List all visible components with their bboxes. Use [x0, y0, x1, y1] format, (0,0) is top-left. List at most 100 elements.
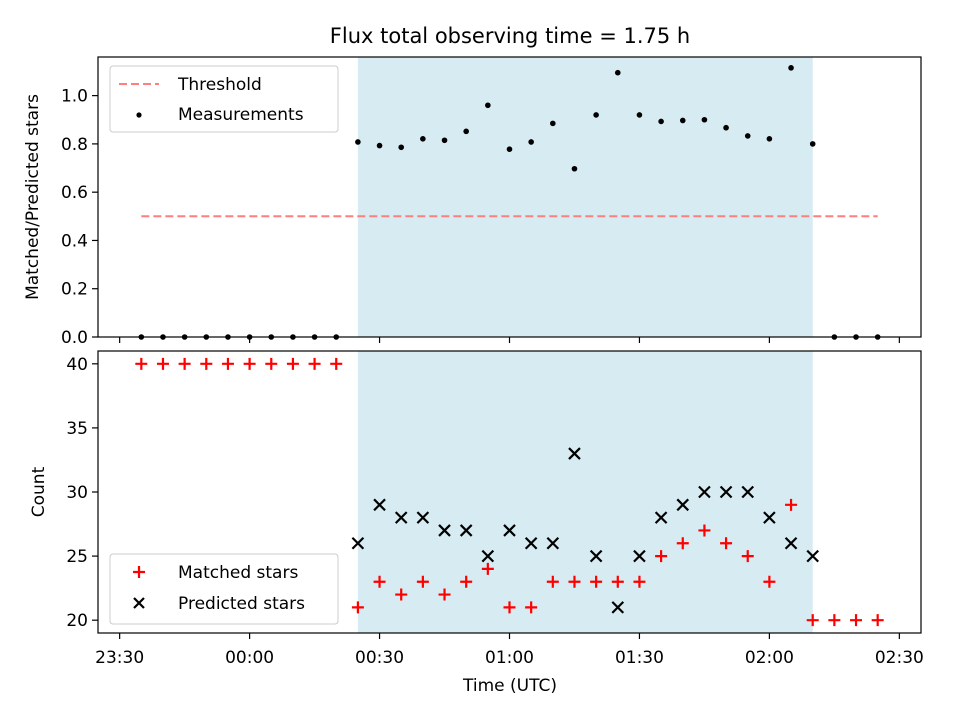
matched-star-point	[503, 601, 516, 614]
matched-star-point	[676, 537, 689, 550]
bottom-legend-box	[109, 553, 339, 625]
predicted-star-point	[524, 536, 538, 550]
matched-star-point	[135, 357, 148, 370]
predicted-star-point	[589, 549, 603, 563]
bottom-xtick-label: 01:00	[485, 648, 534, 668]
predicted-star-point	[676, 498, 690, 512]
matched-star-point	[373, 575, 386, 588]
legend-measurements-label: Measurements	[178, 105, 304, 125]
matched-star-point	[481, 562, 494, 575]
top-legend: Threshold Measurements	[109, 65, 339, 133]
measurement-point	[658, 118, 664, 125]
measurement-point	[398, 144, 405, 151]
top-ytick-label: 1.0	[61, 87, 88, 107]
predicted-star-point	[806, 549, 819, 563]
predicted-star-point	[698, 485, 711, 499]
measurement-point	[723, 124, 729, 131]
predicted-star-point	[503, 524, 516, 537]
bottom-xtick-label: 01:30	[615, 648, 664, 668]
matched-star-point	[655, 550, 668, 563]
measurement-point	[571, 165, 578, 172]
measurement-point	[528, 139, 534, 145]
matched-star-point	[395, 588, 408, 601]
predicted-star-point	[633, 549, 646, 563]
measurement-point	[420, 136, 426, 142]
bottom-xtick-label: 02:30	[875, 648, 924, 668]
matched-star-point	[698, 524, 711, 537]
bottom-ytick-label: 40	[66, 355, 88, 375]
bottom-y-axis-label: Count	[29, 466, 49, 517]
measurement-point	[636, 112, 643, 118]
bottom-ytick-label: 30	[66, 483, 88, 503]
predicted-star-point	[546, 536, 560, 550]
legend-measurements-swatch	[136, 112, 142, 118]
top-ytick-label: 0.6	[61, 183, 88, 203]
predicted-star-point	[481, 549, 495, 563]
bottom-legend: Matched stars Predicted stars	[109, 553, 339, 625]
measurement-point	[355, 139, 361, 145]
observing-window-shade-bottom	[357, 351, 813, 633]
matched-star-point	[460, 575, 473, 588]
predicted-star-point	[719, 485, 733, 499]
matched-star-point	[568, 575, 581, 588]
predicted-star-point	[416, 511, 430, 524]
bottom-ytick-label: 20	[66, 611, 88, 631]
legend-predicted-label: Predicted stars	[178, 594, 305, 614]
matched-star-point	[590, 575, 603, 588]
top-panel: 0.0 0.2 0.4 0.6 0.8 1.0 Matched/Predicted sta…	[23, 56, 922, 348]
top-legend-box	[109, 65, 339, 133]
predicted-star-point	[763, 511, 776, 524]
matched-star-point	[828, 614, 841, 627]
predicted-star-point	[438, 524, 451, 537]
measurement-point	[376, 142, 383, 149]
predicted-star-point	[459, 524, 473, 537]
matched-star-point	[546, 575, 559, 588]
bottom-ytick-label: 35	[66, 419, 88, 439]
matched-star-point	[871, 614, 884, 627]
matched-star-point	[611, 575, 624, 588]
bottom-xtick-label: 00:30	[355, 648, 404, 668]
bottom-panel: 20 25 30 35 40 23:30 00:00 00:30 01:00 01:30 02:0…	[29, 350, 924, 696]
legend-matched-label: Matched stars	[178, 563, 298, 583]
legend-threshold-label: Threshold	[177, 75, 262, 95]
matched-star-point	[351, 601, 364, 614]
matched-star-point	[763, 575, 776, 588]
matched-star-point	[330, 357, 343, 370]
top-ytick-label: 0.2	[61, 280, 88, 300]
measurement-point	[744, 133, 751, 139]
top-y-axis-label: Matched/Predicted stars	[23, 94, 43, 300]
measurement-point	[788, 65, 794, 71]
top-ytick-label: 0.0	[61, 328, 88, 348]
matched-star-point	[633, 575, 646, 588]
x-axis-label: Time (UTC)	[462, 676, 557, 696]
legend-matched-swatch	[133, 566, 145, 578]
measurement-point	[463, 128, 469, 135]
matched-star-point	[806, 614, 819, 627]
predicted-star-point	[394, 511, 408, 524]
measurement-point	[506, 146, 513, 153]
predicted-star-point	[351, 536, 365, 550]
predicted-star-point	[611, 601, 625, 614]
measurement-point	[679, 117, 686, 124]
predicted-star-point	[741, 485, 755, 499]
top-ytick-label: 0.8	[61, 135, 88, 155]
matched-star-point	[200, 357, 213, 370]
matched-star-point	[438, 588, 451, 601]
predicted-star-point	[654, 511, 668, 524]
measurement-point	[614, 69, 621, 76]
measurement-point	[485, 102, 491, 109]
matched-star-point	[416, 575, 429, 588]
bottom-xtick-label: 02:00	[745, 648, 794, 668]
matched-star-point	[525, 601, 538, 614]
predicted-star-point	[784, 536, 798, 550]
observing-window-shade-top	[357, 57, 813, 337]
measurement-point	[766, 136, 773, 142]
matched-star-point	[221, 357, 234, 370]
measurement-point	[701, 116, 708, 123]
matched-star-point	[850, 614, 863, 627]
measurement-point	[809, 141, 816, 147]
bottom-xtick-label: 23:30	[95, 648, 144, 668]
chart-title: Flux total observing time = 1.75 h	[330, 24, 690, 48]
bottom-ytick-label: 25	[66, 547, 88, 567]
